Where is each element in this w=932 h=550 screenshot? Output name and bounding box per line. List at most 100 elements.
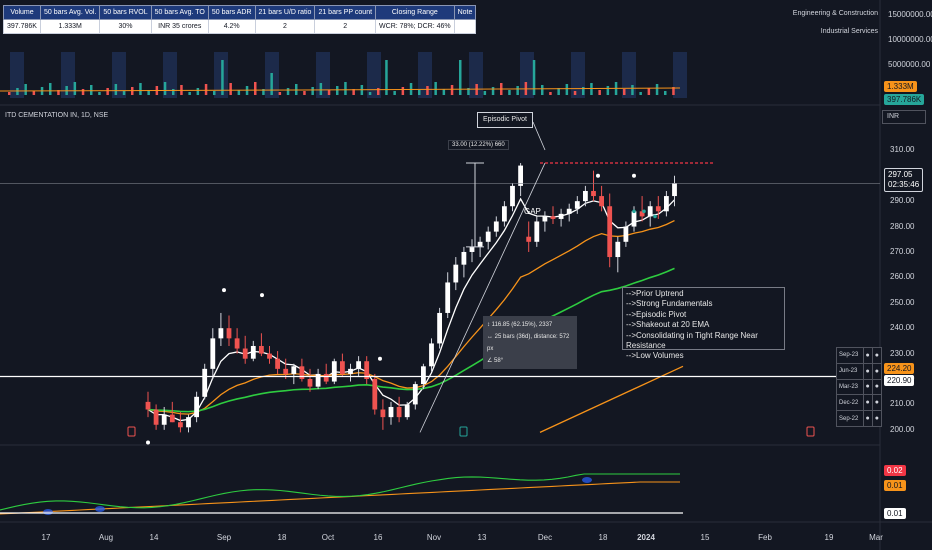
pocket-pivot-marker bbox=[653, 214, 657, 219]
candle-body bbox=[323, 373, 329, 382]
volume-bar bbox=[631, 85, 634, 95]
quarter-dot: ● bbox=[862, 410, 873, 427]
candle-body bbox=[566, 208, 572, 214]
measure-bars-text: 25 bars (36d), distance: 572 px bbox=[487, 334, 570, 352]
candle-body bbox=[169, 414, 175, 423]
volume-bar bbox=[450, 85, 454, 95]
candle-body bbox=[469, 246, 475, 252]
ema-long-line bbox=[539, 365, 684, 433]
candle-body bbox=[574, 201, 580, 209]
quarter-label: Sep-23 bbox=[836, 347, 864, 364]
candle-body bbox=[210, 338, 216, 369]
quarter-dot: ● bbox=[862, 378, 873, 396]
measure-tool-box[interactable]: ↕ 116.85 (62.15%), 2337 ↔ 25 bars (36d),… bbox=[483, 316, 577, 369]
stats-header: 21 bars U/D ratio bbox=[254, 5, 316, 20]
volume-bar bbox=[122, 91, 126, 95]
volume-bar bbox=[590, 83, 593, 95]
volume-bar bbox=[664, 91, 667, 95]
note-line: -->Low Volumes bbox=[626, 351, 684, 361]
time-tick: Nov bbox=[426, 533, 442, 542]
volume-bar bbox=[647, 88, 651, 95]
candle-body bbox=[178, 422, 183, 428]
trade-notes[interactable]: -->Prior Uptrend -->Strong Fundamentals … bbox=[622, 287, 785, 360]
volume-bar bbox=[16, 88, 19, 95]
quarter-label: Sep-22 bbox=[836, 410, 864, 427]
price-tick: 280.00 bbox=[890, 221, 915, 231]
pivot-marker bbox=[222, 288, 226, 293]
episodic-pivot-callout[interactable]: Episodic Pivot bbox=[477, 112, 533, 128]
volume-tick: 15000000.00 bbox=[888, 10, 932, 19]
measure-angle-text: 58° bbox=[494, 358, 504, 364]
stats-header: 50 bars RVOL bbox=[99, 5, 152, 20]
candle-body bbox=[299, 366, 305, 380]
earnings-marker bbox=[459, 426, 468, 437]
candle-body bbox=[493, 221, 499, 232]
volume-bar bbox=[49, 83, 52, 95]
candle-body bbox=[542, 216, 548, 222]
candle-body bbox=[145, 401, 151, 410]
note-line: -->Episodic Pivot bbox=[626, 309, 687, 319]
volume-bar bbox=[8, 92, 11, 95]
volume-bar bbox=[516, 86, 519, 95]
volume-bar bbox=[639, 92, 642, 95]
volume-bar bbox=[139, 83, 142, 95]
last-volume-tag: 397.786K bbox=[884, 94, 925, 105]
price-tick: 260.00 bbox=[890, 272, 915, 282]
volume-bars bbox=[0, 60, 681, 95]
candle-body bbox=[607, 206, 613, 258]
stats-value: 2 bbox=[254, 19, 316, 34]
time-tick: 17 bbox=[41, 533, 51, 542]
measure-angle: ∠ 58° bbox=[487, 358, 504, 364]
quarter-label: Dec-22 bbox=[836, 394, 864, 412]
measure-price-text: 116.85 (62.15%), 2337 bbox=[491, 322, 553, 328]
volume-bar bbox=[393, 91, 396, 95]
volume-bar bbox=[623, 89, 626, 95]
volume-band bbox=[673, 52, 687, 98]
candle-body bbox=[372, 379, 378, 410]
volume-bar bbox=[418, 90, 421, 95]
indicator-green-line bbox=[0, 473, 680, 511]
candle-body bbox=[307, 379, 313, 387]
volume-band bbox=[10, 52, 24, 98]
volume-bar bbox=[327, 90, 331, 95]
volume-tick: 5000000.00 bbox=[888, 60, 931, 69]
indicator-signal-dot bbox=[43, 509, 53, 515]
pivot-marker bbox=[632, 173, 636, 178]
avg-volume-tag: 1.333M bbox=[884, 81, 917, 92]
ema-fast-line bbox=[147, 197, 675, 422]
candle-body bbox=[526, 236, 532, 242]
time-tick: Oct bbox=[321, 533, 335, 542]
candle-body bbox=[647, 206, 653, 217]
currency-button[interactable]: INR bbox=[882, 110, 926, 124]
candle-body bbox=[380, 409, 386, 418]
indicator-signal-dot bbox=[95, 506, 105, 512]
quarter-row: Dec-22 ● ● bbox=[836, 394, 883, 412]
bar-countdown: 02:35:46 bbox=[888, 180, 920, 189]
time-tick: 16 bbox=[373, 533, 383, 542]
stats-value: 30% bbox=[99, 19, 152, 34]
volume-bar bbox=[582, 87, 585, 95]
volume-bar bbox=[295, 84, 298, 95]
candle-body bbox=[396, 406, 402, 418]
candle-body bbox=[510, 185, 515, 207]
candle-body bbox=[275, 358, 280, 369]
candle-body bbox=[664, 196, 669, 212]
volume-bar bbox=[24, 84, 27, 95]
pivot-marker bbox=[596, 173, 600, 178]
candle-body bbox=[283, 368, 289, 374]
volume-bar bbox=[229, 83, 232, 95]
trend-angle-line bbox=[419, 162, 546, 433]
move-measure-label[interactable]: 33.00 (12.22%) 660 bbox=[448, 140, 509, 150]
candle-body bbox=[518, 165, 523, 186]
quarter-dot: ● bbox=[862, 347, 873, 364]
stats-header: 50 bars ADR bbox=[207, 5, 256, 20]
volume-bar bbox=[491, 87, 495, 95]
quarter-label: Jun-23 bbox=[836, 362, 864, 380]
volume-bar bbox=[655, 84, 659, 95]
time-tick: Dec bbox=[537, 533, 553, 542]
volume-bar bbox=[106, 88, 109, 95]
sub-industry-label: Industrial Services bbox=[820, 28, 878, 35]
quarter-dot: ● bbox=[862, 362, 873, 380]
volume-band bbox=[163, 52, 177, 98]
